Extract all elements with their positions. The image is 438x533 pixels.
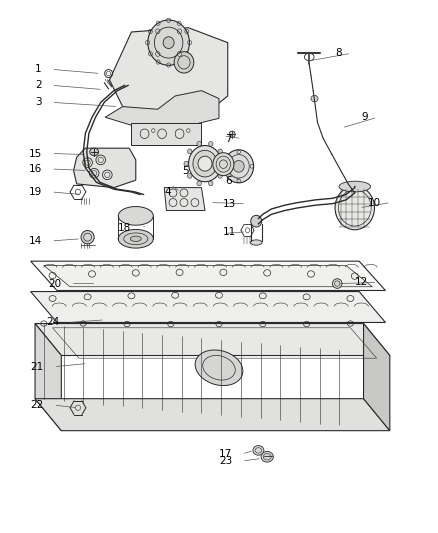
Ellipse shape: [118, 207, 153, 225]
Ellipse shape: [187, 149, 192, 154]
Text: 9: 9: [361, 112, 368, 122]
Text: 23: 23: [219, 456, 232, 466]
Text: 12: 12: [355, 278, 368, 287]
Ellipse shape: [251, 240, 262, 245]
Ellipse shape: [224, 150, 254, 183]
Polygon shape: [164, 188, 205, 211]
Ellipse shape: [184, 161, 188, 166]
Ellipse shape: [197, 181, 201, 186]
Polygon shape: [31, 292, 385, 322]
Text: 16: 16: [28, 164, 42, 174]
Text: 11: 11: [223, 227, 237, 237]
Ellipse shape: [253, 446, 264, 455]
Ellipse shape: [229, 131, 235, 138]
Ellipse shape: [90, 148, 99, 156]
Text: 15: 15: [28, 149, 42, 158]
Ellipse shape: [163, 37, 174, 49]
Ellipse shape: [261, 451, 273, 462]
Text: 10: 10: [368, 198, 381, 207]
Ellipse shape: [118, 229, 153, 248]
Ellipse shape: [208, 141, 213, 146]
Text: 24: 24: [46, 318, 59, 327]
Polygon shape: [35, 324, 61, 431]
Text: 8: 8: [335, 49, 342, 58]
Ellipse shape: [332, 279, 342, 288]
Ellipse shape: [218, 149, 223, 154]
Polygon shape: [44, 265, 372, 287]
Ellipse shape: [335, 186, 374, 230]
Ellipse shape: [195, 350, 243, 385]
Ellipse shape: [251, 215, 261, 227]
Ellipse shape: [218, 173, 223, 178]
Text: 7: 7: [226, 134, 232, 143]
Text: 3: 3: [35, 98, 42, 107]
Ellipse shape: [222, 161, 226, 166]
Ellipse shape: [187, 173, 192, 178]
Text: 5: 5: [182, 166, 188, 175]
Polygon shape: [35, 324, 390, 356]
Text: 2: 2: [35, 80, 42, 90]
Text: 14: 14: [28, 236, 42, 246]
Ellipse shape: [148, 20, 189, 66]
Text: 17: 17: [219, 449, 232, 459]
Text: 22: 22: [31, 400, 44, 410]
Ellipse shape: [81, 230, 94, 244]
Text: 1: 1: [35, 64, 42, 74]
Ellipse shape: [208, 181, 213, 186]
Ellipse shape: [311, 95, 318, 102]
Polygon shape: [35, 399, 390, 431]
Text: 4: 4: [164, 187, 171, 197]
Polygon shape: [131, 123, 201, 145]
Ellipse shape: [213, 153, 234, 176]
Text: 20: 20: [48, 279, 61, 288]
Polygon shape: [364, 324, 390, 431]
Ellipse shape: [198, 156, 212, 171]
Ellipse shape: [174, 52, 194, 73]
Ellipse shape: [233, 160, 244, 172]
Ellipse shape: [193, 150, 217, 177]
Polygon shape: [31, 261, 385, 290]
Ellipse shape: [188, 146, 222, 182]
Text: 18: 18: [118, 223, 131, 233]
Polygon shape: [110, 28, 228, 120]
Ellipse shape: [339, 181, 371, 192]
Text: 6: 6: [226, 176, 232, 186]
Ellipse shape: [197, 141, 201, 146]
Polygon shape: [105, 91, 219, 127]
Polygon shape: [74, 148, 136, 188]
Text: 21: 21: [31, 362, 44, 372]
Text: 13: 13: [223, 199, 237, 208]
Ellipse shape: [131, 236, 141, 241]
Text: 19: 19: [28, 187, 42, 197]
